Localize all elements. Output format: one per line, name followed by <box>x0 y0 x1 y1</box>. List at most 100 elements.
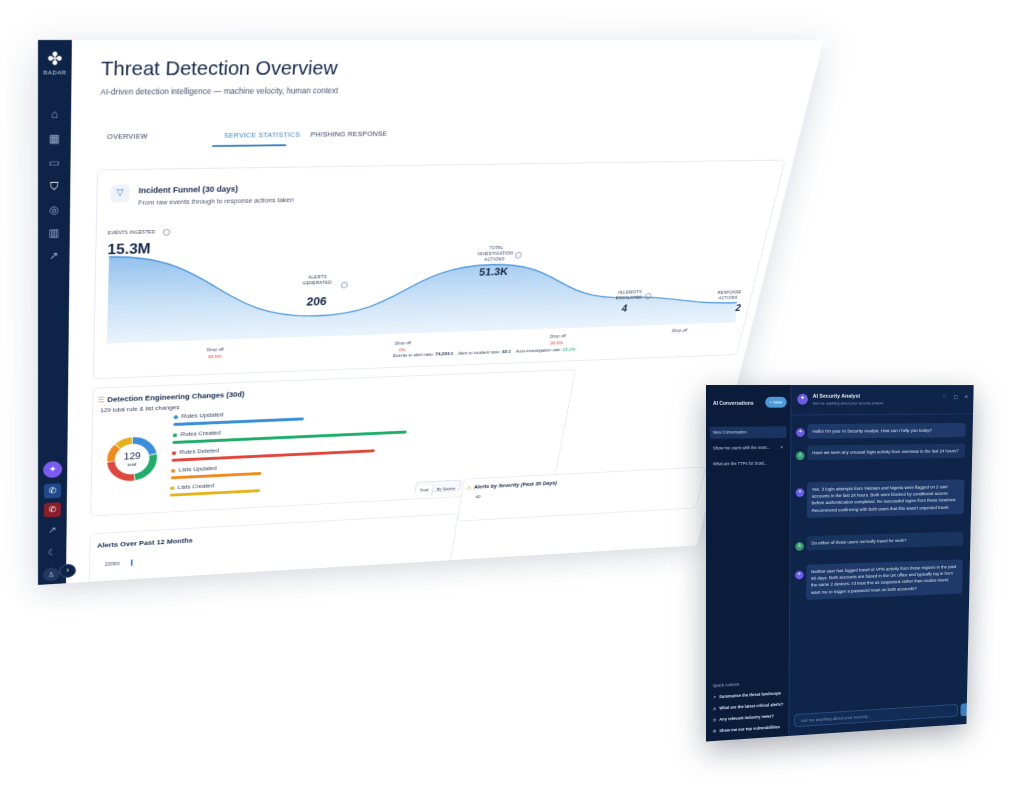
dropoff-value: 99.9% <box>189 354 241 361</box>
phone-hangup-icon[interactable]: ✆ <box>44 502 61 517</box>
conversation-item[interactable]: What are the TTPs for Scatt... <box>710 457 786 470</box>
quick-action[interactable]: ◷ Any relevant industry news? <box>713 714 774 723</box>
shield-icon[interactable]: ⛉ <box>43 177 66 196</box>
send-icon[interactable] <box>960 703 969 716</box>
change-bar-row: Rules Updated <box>174 411 224 420</box>
toggle-by-source[interactable]: By Source <box>432 484 460 495</box>
chat-message-bot: Hello! I'm your AI Security Analyst. How… <box>808 423 966 439</box>
conversations-title: AI Conversations <box>713 401 754 407</box>
conversation-label: Show me users with the most... <box>713 445 770 451</box>
tab-service-statistics[interactable]: SERVICE STATISTICS <box>224 130 301 139</box>
dropoff-1: Drop off 99.9% <box>189 347 242 361</box>
ai-chat-window: AI Conversations + New New Conversation … <box>706 385 974 742</box>
conversations-panel: AI Conversations + New New Conversation … <box>706 385 792 742</box>
change-bar-text: Rules Deleted <box>179 447 219 455</box>
stage-value-events: 15.3M <box>107 240 151 258</box>
user-avatar-icon: ♙ <box>795 542 804 551</box>
close-icon[interactable]: ✕ <box>964 395 968 401</box>
dropoff-4: Drop off <box>656 328 704 334</box>
ratio-value: 52:1 <box>502 350 512 355</box>
quick-action[interactable]: ⚠ What are the latest critical alerts? <box>713 702 784 711</box>
target-icon[interactable]: ◎ <box>43 201 66 219</box>
chat-message-user: Do either of those users normally travel… <box>807 532 964 551</box>
list-icon: ☰ <box>98 396 105 405</box>
legend-dot <box>170 486 174 490</box>
grid-icon[interactable]: ▦ <box>43 129 66 148</box>
ai-analyst-icon: ✦ <box>797 394 808 405</box>
bug-icon: ⚙ <box>713 729 717 734</box>
copy-icon[interactable]: ▢ <box>953 395 957 401</box>
ai-assistant-icon[interactable]: ✦ <box>43 461 62 478</box>
changes-subtitle: 129 total rule & list changes <box>100 404 180 414</box>
dropoff-3: Drop off 99.9% <box>532 334 582 347</box>
change-bar-text: Rules Updated <box>181 411 223 420</box>
conversation-item[interactable]: New Conversation <box>710 426 786 438</box>
change-bar <box>171 472 262 479</box>
legend-dot <box>173 433 177 437</box>
stage-label-response: RESPONSE ACTIONS <box>714 290 743 302</box>
severity-title: Alerts by Severity (Past 30 Days) <box>474 481 558 490</box>
stage-label-events: EVENTS INGESTED <box>108 230 156 237</box>
active-tab-indicator <box>212 144 286 147</box>
ratio-label: Events to alert ratio: <box>393 353 435 359</box>
dropoff-label: Drop off <box>378 340 428 346</box>
change-bar-label: Lists Updated <box>171 465 217 474</box>
incident-funnel-card: ▽ Incident Funnel (30 days) From raw eve… <box>93 160 786 380</box>
dropoff-value: 99.9% <box>532 341 581 347</box>
stage-value-alerts: 206 <box>306 294 327 308</box>
radar-logo[interactable]: ✤ RADAR <box>38 50 72 77</box>
logo-icon: ✤ <box>38 50 72 68</box>
change-bar-label: Rules Created <box>173 429 221 438</box>
toggle-total[interactable]: Total <box>415 485 434 496</box>
info-icon[interactable]: i <box>163 229 171 236</box>
logo-text: RADAR <box>38 71 72 77</box>
chat-message-bot: Yes. 3 login attempts from Vietnam and N… <box>807 479 965 517</box>
change-bar-row: Lists Created <box>170 482 214 491</box>
expand-sidebar-icon[interactable]: › <box>59 563 76 578</box>
funnel-subtitle: From raw events through to response acti… <box>138 196 294 207</box>
chat-title: AI Security Analyst <box>813 394 861 400</box>
moon-icon[interactable]: ☾ <box>42 545 62 560</box>
change-bar-text: Rules Created <box>180 429 221 438</box>
bot-avatar-icon: ✦ <box>796 488 805 497</box>
severity-axis-top: 40 <box>475 495 481 499</box>
external-link-icon[interactable]: ↗ <box>42 522 62 537</box>
user-avatar-icon[interactable]: ♙ <box>43 567 60 582</box>
stage-label-incidents: INCIDENTS ESCALATED <box>612 290 646 302</box>
home-icon[interactable]: ⌂ <box>43 104 66 123</box>
alerts12-axis-top: 22000 <box>105 562 120 568</box>
conversation-item[interactable]: Show me users with the most... ✕ <box>710 442 786 455</box>
tab-overview[interactable]: OVERVIEW <box>107 132 148 141</box>
dropoff-label: Drop off <box>533 334 582 340</box>
ticket-icon[interactable]: ▭ <box>43 153 66 172</box>
chat-message-user: Have we seen any unusual login activity … <box>807 444 965 461</box>
alerts-12-months-card: Alerts Over Past 12 Months 22000 <box>89 513 459 585</box>
chat-input[interactable]: Ask me anything about your security... <box>794 704 958 727</box>
warning-icon: ⚠ <box>466 485 473 492</box>
dropoff-label: Drop off <box>656 328 704 334</box>
trend-icon[interactable]: ↗ <box>43 247 65 265</box>
new-conversation-button[interactable]: + New <box>765 397 786 408</box>
quick-action[interactable]: ↗ Summarise the threat landscape <box>713 691 781 700</box>
phone-icon[interactable]: ✆ <box>44 483 61 498</box>
stage-label-alerts: ALERTS GENERATED <box>301 275 333 287</box>
tab-phishing-response[interactable]: PHISHING RESPONSE <box>310 130 388 139</box>
change-bar-row: Rules Created <box>173 429 221 438</box>
change-bar-label: Lists Created <box>170 482 214 491</box>
bot-avatar-icon: ✦ <box>796 428 805 437</box>
thumbs-up-icon[interactable]: ♡ <box>943 395 947 401</box>
book-icon[interactable]: ▥ <box>43 224 66 242</box>
change-bar-text: Lists Created <box>178 482 215 490</box>
warning-icon: ⚠ <box>713 706 717 711</box>
close-icon[interactable]: ✕ <box>780 442 784 454</box>
change-bar-label: Rules Deleted <box>172 447 219 456</box>
changes-title: Detection Engineering Changes (30d) <box>107 390 245 403</box>
stage-value-investigation: 51.3K <box>478 265 509 278</box>
change-bar <box>170 489 260 496</box>
page-subtitle: AI-driven detection intelligence — machi… <box>100 86 338 97</box>
quick-actions-title: Quick Actions <box>713 682 739 688</box>
page-title: Threat Detection Overview <box>101 57 339 81</box>
quick-action[interactable]: ⚙ Show me our top vulnerabilities <box>713 724 780 733</box>
change-bar-row: Lists Updated <box>171 465 217 474</box>
quick-action-label: Summarise the threat landscape <box>719 691 781 699</box>
